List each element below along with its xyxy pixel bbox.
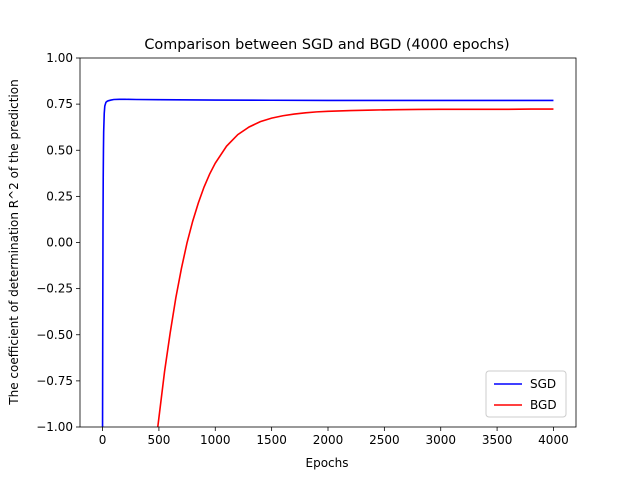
y-tick-label: 0.00 <box>46 236 73 250</box>
x-tick-label: 3500 <box>482 433 513 447</box>
y-tick-label: −0.25 <box>36 282 73 296</box>
legend-label-bgd: BGD <box>530 398 557 412</box>
x-tick-label: 0 <box>99 433 107 447</box>
series-line-bgd <box>156 108 554 427</box>
y-tick-label: −1.00 <box>36 420 73 434</box>
x-tick-label: 3000 <box>425 433 456 447</box>
y-tick-label: −0.75 <box>36 374 73 388</box>
legend-label-sgd: SGD <box>530 377 556 391</box>
x-tick-label: 4000 <box>538 433 569 447</box>
legend: SGD BGD <box>485 370 567 418</box>
y-tick-label: 0.75 <box>46 97 73 111</box>
x-tick-label: 2000 <box>313 433 344 447</box>
series-line-sgd <box>101 98 554 427</box>
y-axis-label: The coefficient of determination R^2 of … <box>7 79 21 405</box>
x-axis-label: Epochs <box>306 456 349 470</box>
x-tick-label: 2500 <box>369 433 400 447</box>
x-tick-label: 1500 <box>256 433 287 447</box>
chart-title: Comparison between SGD and BGD (4000 epo… <box>144 37 509 53</box>
y-tick-label: 0.50 <box>46 143 73 157</box>
plot-area: 0 500 1000 1500 2000 2500 3000 3500 4000 −1.00 −0.… <box>36 51 577 447</box>
y-tick-label: 1.00 <box>46 51 73 65</box>
x-tick-label: 1000 <box>200 433 231 447</box>
x-tick-label: 500 <box>147 433 170 447</box>
y-tick-label: −0.50 <box>36 328 73 342</box>
y-tick-label: 0.25 <box>46 189 73 203</box>
